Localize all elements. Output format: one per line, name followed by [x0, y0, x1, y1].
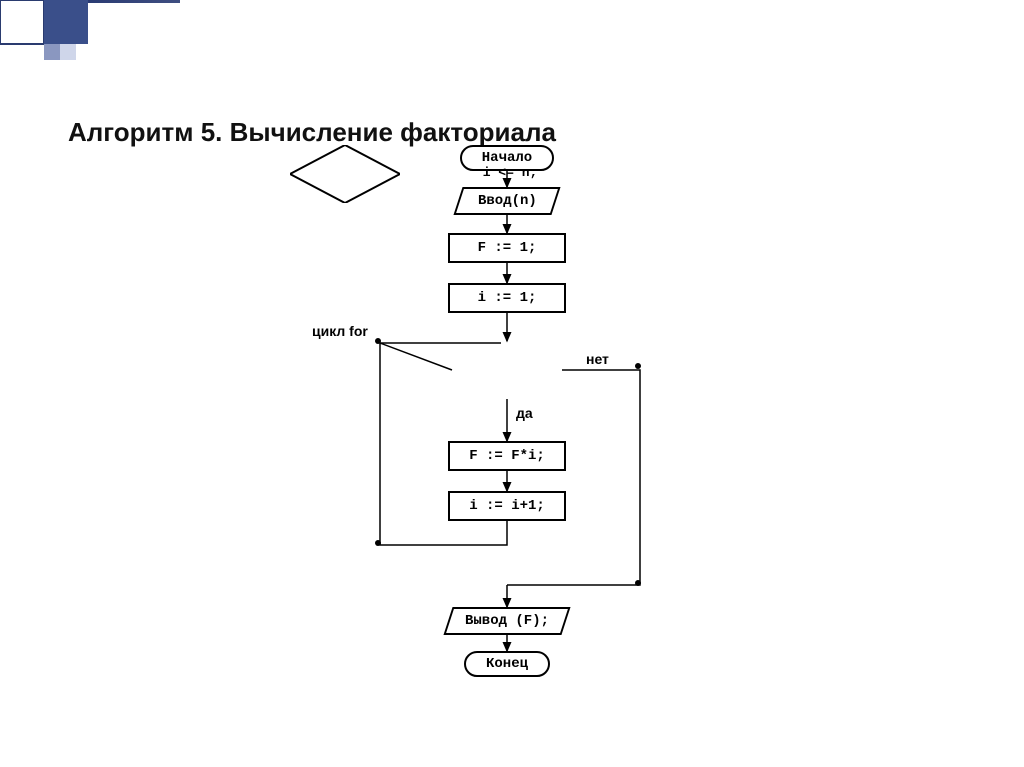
node-incr-i: i := i+1;: [448, 491, 566, 521]
flow-junction-dot: [635, 363, 641, 369]
node-condition: i <= n;: [290, 145, 400, 203]
node-init-f: F := 1;: [448, 233, 566, 263]
corner-decoration: [0, 0, 180, 60]
node-input: Ввод(n): [453, 187, 560, 215]
node-output: Вывод (F);: [443, 607, 570, 635]
label-yes: да: [516, 405, 533, 421]
label-loop: цикл for: [312, 323, 368, 339]
node-end: Конец: [464, 651, 550, 677]
flowchart: Начало Ввод(n) F := 1; i := 1; i <= n; F…: [290, 145, 730, 705]
node-init-i: i := 1;: [448, 283, 566, 313]
page-title: Алгоритм 5. Вычисление факториала: [68, 117, 556, 148]
flow-junction-dot: [375, 338, 381, 344]
label-no: нет: [586, 351, 609, 367]
flow-junction-dot: [635, 580, 641, 586]
flow-junction-dot: [375, 540, 381, 546]
node-body-f: F := F*i;: [448, 441, 566, 471]
